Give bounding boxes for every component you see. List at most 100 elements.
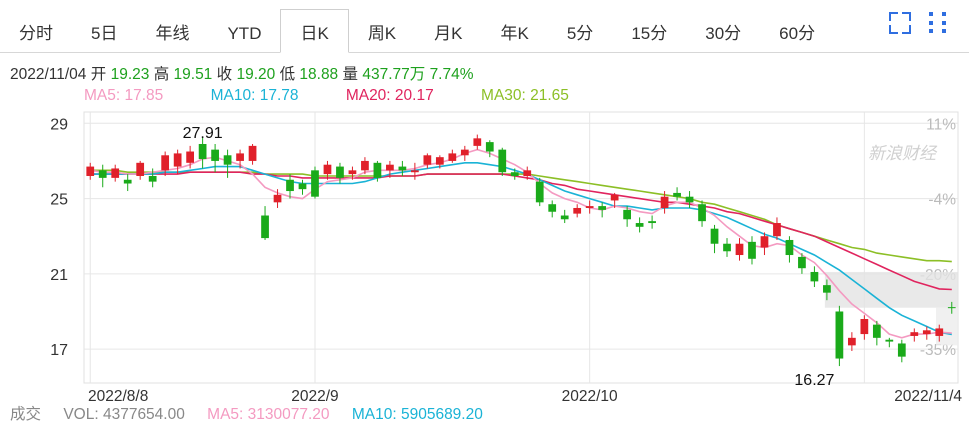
candle-body <box>698 204 706 222</box>
candle-body <box>623 209 631 220</box>
tab-9[interactable]: 15分 <box>631 24 668 43</box>
candle-body <box>598 206 607 210</box>
tab-0[interactable]: 分时 <box>19 24 53 43</box>
ma-legend: MA5: 17.85 MA10: 17.78 MA20: 20.17 MA30:… <box>84 87 612 105</box>
volume-footer-vol: VOL: 4377654.00 <box>63 406 185 423</box>
tab-8[interactable]: 5分 <box>566 24 594 43</box>
x-tick-label: 2022/11/4 <box>894 388 962 405</box>
candle-body <box>872 324 881 338</box>
tab-2[interactable]: 年线 <box>155 24 190 43</box>
y-tick-label: 29 <box>50 116 68 133</box>
candle-body <box>523 170 532 176</box>
quote-date: 2022/11/04 <box>10 66 87 83</box>
volume-footer-ma10: MA10: 5905689.20 <box>351 406 483 423</box>
candle-body <box>773 223 781 237</box>
candle-body <box>673 192 681 197</box>
ma5-line <box>90 148 952 339</box>
tab-1[interactable]: 5日 <box>91 24 118 43</box>
watermark: 新浪财经 <box>868 144 938 164</box>
tab-5[interactable]: 周K <box>367 24 397 43</box>
y-tick-label: 25 <box>50 192 68 209</box>
candle-body <box>211 149 219 161</box>
low-label: 低 <box>279 66 296 83</box>
pct-tick-label: 11% <box>926 116 956 133</box>
volume-footer-ma5: MA5: 3130077.20 <box>207 406 330 423</box>
ma5-legend: MA5: 17.85 <box>84 87 164 104</box>
candle-body <box>760 236 769 248</box>
close-value: 19.20 <box>236 66 276 83</box>
high-label: 高 <box>153 66 170 83</box>
tab-10[interactable]: 30分 <box>705 24 742 43</box>
settings-dots-icon[interactable] <box>929 12 949 34</box>
candle-body <box>473 138 482 146</box>
tab-7[interactable]: 年K <box>500 24 529 43</box>
candle-body <box>935 328 944 336</box>
volume-value: 437.77万 <box>362 66 426 83</box>
pct-tick-label: -35% <box>920 342 956 359</box>
candle-body <box>435 157 444 165</box>
candle-body <box>460 149 469 156</box>
candle-body <box>111 168 120 178</box>
candle-body <box>236 153 244 161</box>
candle-body <box>198 143 207 160</box>
y-tick-label: 17 <box>50 342 68 359</box>
candle-body <box>785 239 794 256</box>
open-value: 19.23 <box>110 66 150 83</box>
volume-footer: 成交 VOL: 4377654.00 MA5: 3130077.20 MA10:… <box>10 402 501 424</box>
candle-body <box>947 307 956 309</box>
gap-region <box>824 271 958 308</box>
candle-body <box>573 207 582 214</box>
x-tick-label: 2022/9 <box>291 388 338 405</box>
candle-body <box>398 166 407 171</box>
candle-body <box>535 181 544 203</box>
candle-body <box>386 164 394 171</box>
volume-label: 量 <box>342 66 359 83</box>
ma10-legend: MA10: 17.78 <box>210 87 299 104</box>
low-value: 18.88 <box>299 66 339 83</box>
candle-body <box>361 160 369 171</box>
candle-body <box>885 339 894 342</box>
ma10-line <box>90 162 952 336</box>
close-label: 收 <box>216 66 233 83</box>
y-tick-label: 21 <box>50 267 68 284</box>
candle-body <box>373 162 382 178</box>
candle-body <box>860 319 869 335</box>
tab-11[interactable]: 60分 <box>779 24 816 43</box>
candle-body <box>323 164 332 175</box>
candle-body <box>173 153 182 167</box>
ma30-legend: MA30: 21.65 <box>481 87 569 104</box>
candle-body <box>798 256 806 269</box>
candle-body <box>510 172 519 176</box>
candle-body <box>348 170 357 175</box>
tab-3[interactable]: YTD <box>227 24 262 43</box>
candle-body <box>311 170 319 197</box>
tab-6[interactable]: 月K <box>434 24 463 43</box>
candle-body <box>585 206 594 208</box>
candle-body <box>848 337 856 346</box>
candle-body <box>261 215 269 239</box>
candle-body <box>411 170 419 173</box>
x-tick-label: 2022/8/8 <box>88 388 148 405</box>
candle-body <box>123 179 132 184</box>
candle-body <box>186 151 194 163</box>
open-label: 开 <box>90 66 107 83</box>
tab-4[interactable]: 日K <box>280 9 349 53</box>
candle-body <box>835 311 844 359</box>
candle-body <box>423 155 432 165</box>
candle-body <box>98 170 107 178</box>
candle-body <box>910 332 919 336</box>
change-percent: 7.74% <box>429 66 474 83</box>
candle-body <box>810 271 819 282</box>
x-tick-label: 2022/10 <box>562 388 618 405</box>
candle-body <box>710 228 719 244</box>
candle-body <box>298 183 307 190</box>
candle-body <box>748 241 756 259</box>
ma20-legend: MA20: 20.17 <box>345 87 434 104</box>
candle-body <box>548 204 557 212</box>
candle-body <box>86 166 95 176</box>
candle-body <box>161 155 170 171</box>
ma20-line <box>90 171 952 291</box>
toolbar-icons <box>889 12 949 34</box>
fullscreen-icon[interactable] <box>889 12 911 34</box>
